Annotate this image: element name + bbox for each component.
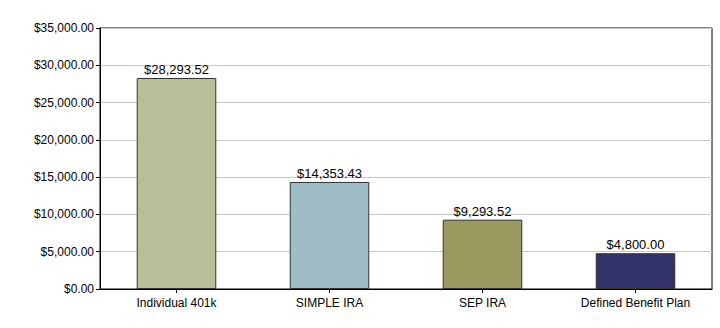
svg-text:$10,000.00: $10,000.00: [34, 207, 94, 221]
svg-text:SEP IRA: SEP IRA: [459, 296, 506, 310]
svg-text:$28,293.52: $28,293.52: [144, 62, 209, 77]
svg-text:$5,000.00: $5,000.00: [41, 245, 95, 259]
svg-text:$35,000.00: $35,000.00: [34, 21, 94, 35]
svg-text:$9,293.52: $9,293.52: [454, 204, 512, 219]
svg-text:Individual 401k: Individual 401k: [136, 296, 217, 310]
svg-text:$15,000.00: $15,000.00: [34, 170, 94, 184]
svg-text:$14,353.43: $14,353.43: [297, 166, 362, 181]
svg-text:SIMPLE IRA: SIMPLE IRA: [296, 296, 363, 310]
svg-text:$20,000.00: $20,000.00: [34, 133, 94, 147]
svg-text:$4,800.00: $4,800.00: [607, 237, 665, 252]
svg-text:$30,000.00: $30,000.00: [34, 58, 94, 72]
svg-text:$25,000.00: $25,000.00: [34, 96, 94, 110]
svg-text:$0.00: $0.00: [64, 282, 94, 296]
svg-text:Defined Benefit Plan: Defined Benefit Plan: [581, 296, 690, 310]
